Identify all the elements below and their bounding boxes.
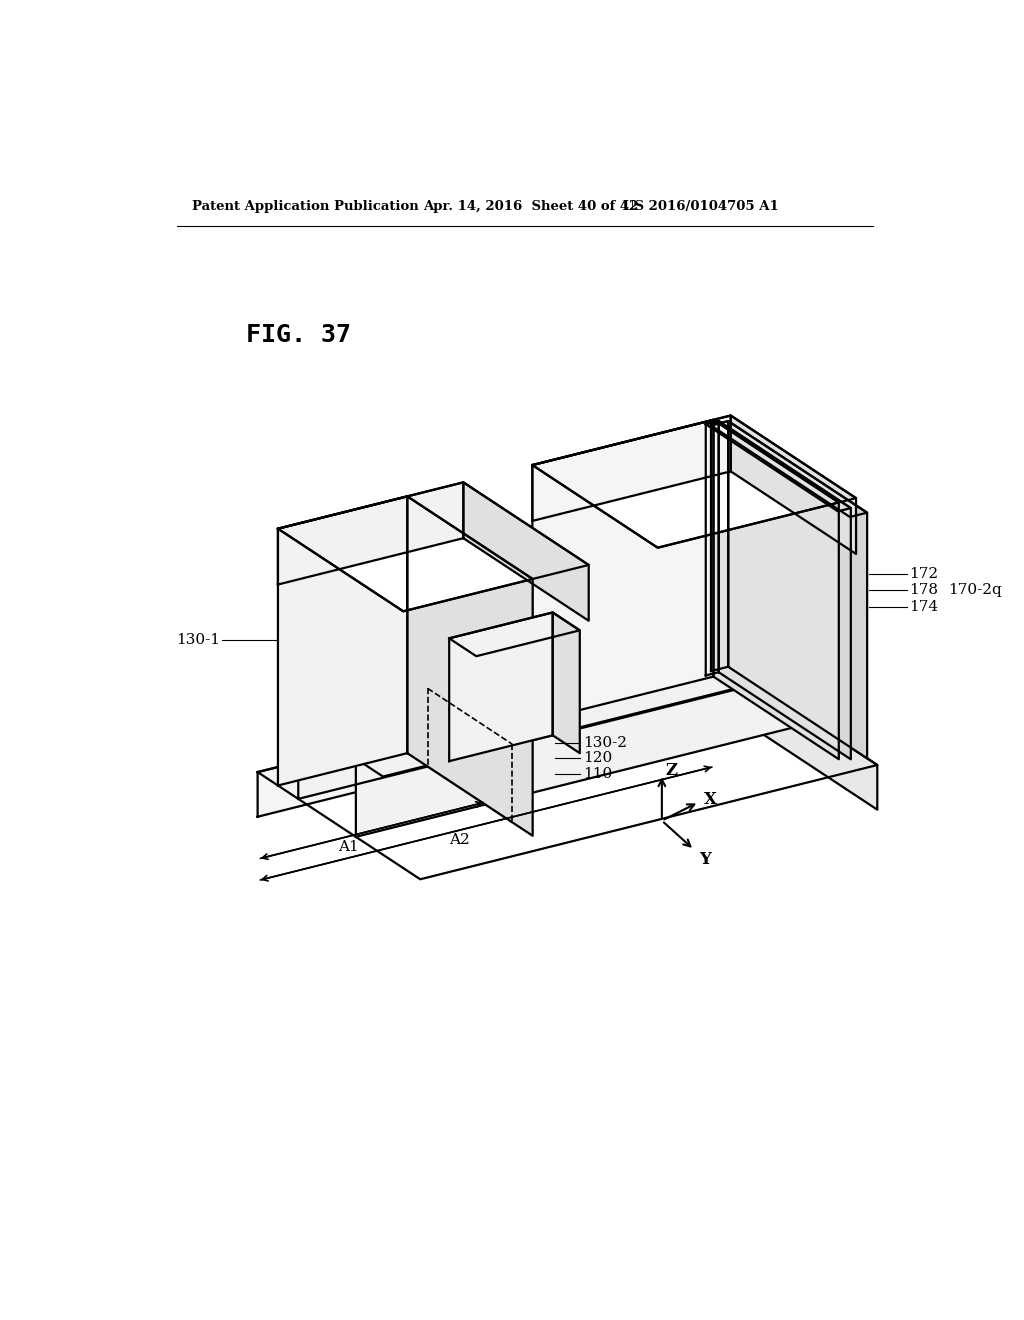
Text: FIG. 37: FIG. 37: [246, 323, 351, 347]
Polygon shape: [728, 421, 867, 758]
Polygon shape: [356, 644, 813, 837]
Polygon shape: [731, 416, 856, 554]
Polygon shape: [463, 482, 589, 620]
Text: 178: 178: [909, 583, 938, 598]
Text: Y: Y: [698, 850, 711, 867]
Text: 120: 120: [584, 751, 612, 766]
Text: 130-2: 130-2: [584, 737, 628, 750]
Polygon shape: [532, 416, 856, 548]
Polygon shape: [298, 606, 756, 799]
Polygon shape: [813, 644, 840, 741]
Text: A2: A2: [449, 833, 470, 847]
Text: 172: 172: [909, 566, 939, 581]
Polygon shape: [408, 496, 532, 836]
Polygon shape: [258, 657, 715, 817]
Polygon shape: [532, 420, 714, 722]
Text: Patent Application Publication: Patent Application Publication: [193, 201, 419, 214]
Polygon shape: [553, 612, 580, 754]
Polygon shape: [532, 416, 731, 521]
Polygon shape: [706, 421, 719, 676]
Polygon shape: [715, 657, 878, 809]
Polygon shape: [711, 421, 867, 517]
Text: 174: 174: [909, 601, 939, 614]
Polygon shape: [278, 482, 589, 611]
Polygon shape: [258, 657, 878, 879]
Polygon shape: [278, 482, 463, 585]
Polygon shape: [278, 496, 408, 785]
Text: Z: Z: [666, 762, 678, 779]
Polygon shape: [298, 606, 782, 739]
Text: US 2016/0104705 A1: US 2016/0104705 A1: [624, 201, 779, 214]
Polygon shape: [714, 420, 839, 759]
Polygon shape: [706, 421, 851, 511]
Polygon shape: [450, 612, 553, 762]
Text: 110: 110: [584, 767, 612, 781]
Polygon shape: [719, 421, 851, 759]
Polygon shape: [532, 420, 839, 548]
Text: Apr. 14, 2016  Sheet 40 of 42: Apr. 14, 2016 Sheet 40 of 42: [423, 201, 639, 214]
Polygon shape: [278, 496, 532, 611]
Text: A1: A1: [338, 841, 359, 854]
Text: X: X: [705, 791, 717, 808]
Text: 130-1: 130-1: [176, 634, 220, 647]
Polygon shape: [450, 612, 580, 656]
Polygon shape: [356, 644, 840, 776]
Polygon shape: [711, 421, 728, 671]
Text: 170-2q: 170-2q: [948, 583, 1001, 598]
Polygon shape: [756, 606, 782, 702]
